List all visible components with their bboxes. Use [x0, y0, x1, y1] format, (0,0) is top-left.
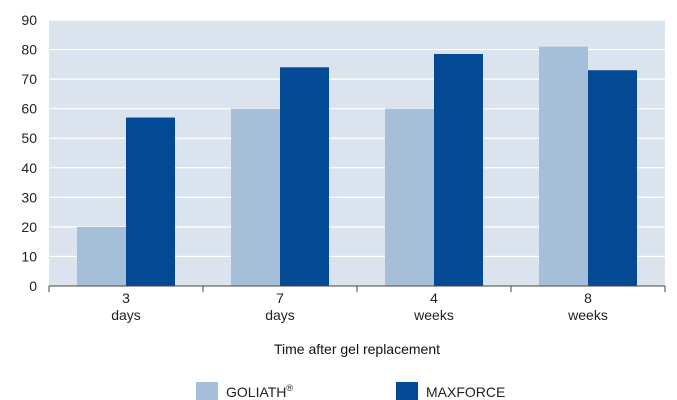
y-tick-label: 90 — [21, 12, 37, 28]
y-tick-label: 80 — [21, 42, 37, 58]
y-tick-label: 70 — [21, 71, 37, 87]
y-axis-tick-labels: 0 10 20 30 40 50 60 70 80 90 — [21, 12, 37, 294]
legend-label: GOLIATH® — [226, 383, 293, 400]
y-tick-label: 30 — [21, 189, 37, 205]
legend-label: MAXFORCE — [426, 384, 505, 400]
bar-maxforce-1 — [280, 67, 329, 287]
y-tick-label: 40 — [21, 160, 37, 176]
x-tick-label: 7 — [276, 290, 284, 306]
bar-maxforce-2 — [434, 53, 483, 286]
bar-maxforce-3 — [588, 70, 637, 286]
y-tick-label: 50 — [21, 130, 37, 146]
x-tick-label: days — [265, 307, 295, 323]
legend-swatch — [196, 382, 218, 400]
y-tick-label: 20 — [21, 219, 37, 235]
x-tick-label: 3 — [122, 290, 130, 306]
x-tick-label: weeks — [567, 307, 608, 323]
legend-item-maxforce: MAXFORCE — [396, 382, 505, 400]
legend-item-goliath: GOLIATH® — [196, 382, 293, 400]
x-axis-title: Time after gel replacement — [274, 341, 440, 357]
bar-maxforce-0 — [126, 117, 175, 287]
bars — [77, 46, 637, 287]
y-tick-label: 60 — [21, 101, 37, 117]
x-axis-ticks — [48, 286, 666, 292]
legend-label-suffix: ® — [286, 383, 293, 393]
y-tick-label: 0 — [29, 278, 37, 294]
legend: GOLIATH® MAXFORCE — [196, 382, 505, 400]
legend-swatch — [396, 382, 418, 400]
x-tick-label: 8 — [584, 290, 592, 306]
bar-goliath-1 — [231, 108, 280, 287]
bar-goliath-2 — [385, 108, 434, 287]
x-tick-label: weeks — [413, 307, 454, 323]
bar-goliath-0 — [77, 226, 126, 286]
y-tick-label: 10 — [21, 248, 37, 264]
bar-goliath-3 — [539, 46, 588, 286]
x-tick-label: days — [111, 307, 141, 323]
x-tick-label: 4 — [430, 290, 438, 306]
